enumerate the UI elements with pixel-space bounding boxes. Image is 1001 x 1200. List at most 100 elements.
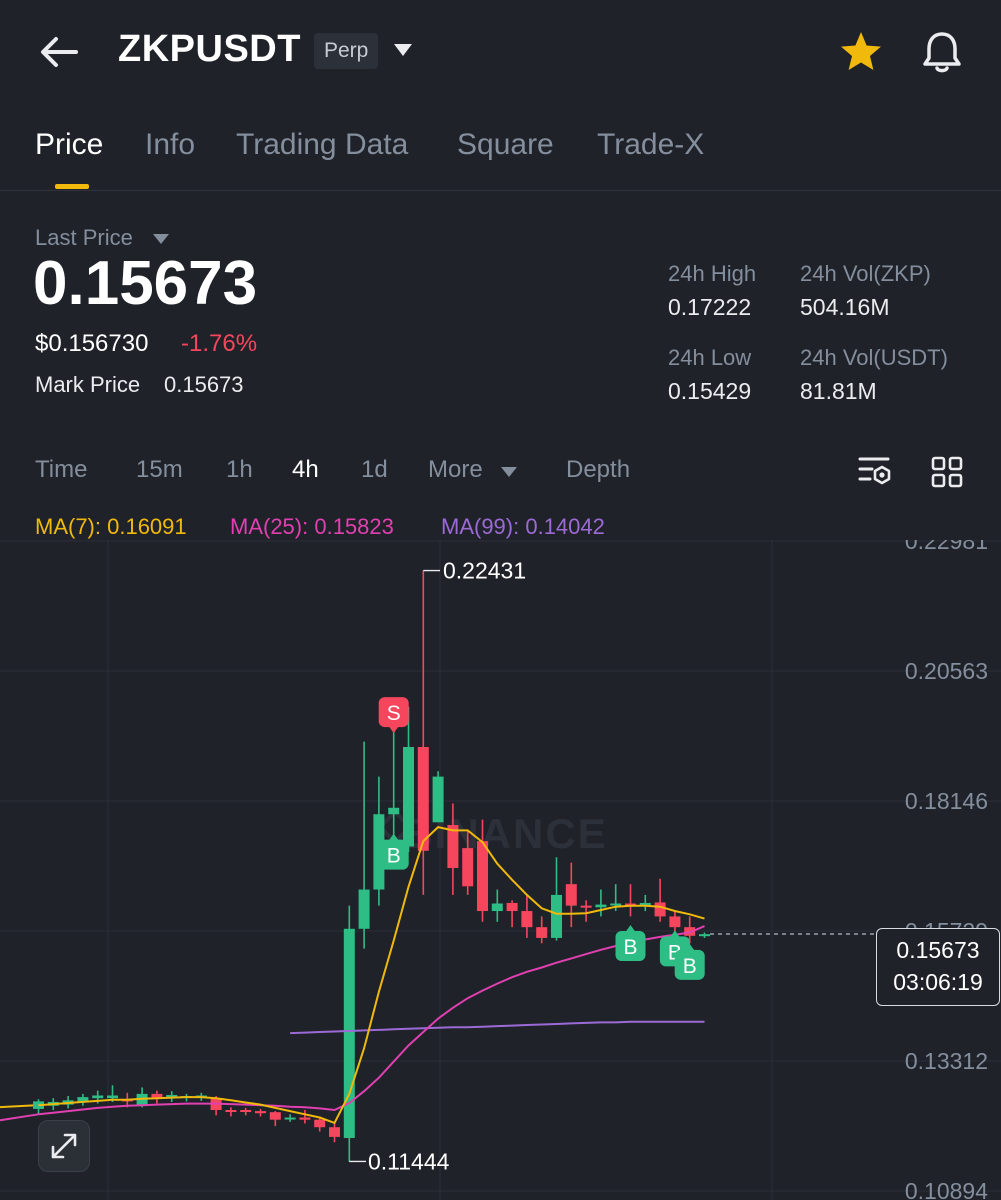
y-axis-tick-label: 0.13312: [905, 1048, 988, 1074]
sell-marker: S: [378, 697, 409, 734]
candle-body: [669, 916, 681, 928]
chevron-down-icon[interactable]: [500, 466, 518, 478]
chevron-down-icon[interactable]: [392, 42, 414, 58]
tab-price[interactable]: Price: [35, 128, 104, 161]
buy-marker: B: [674, 943, 705, 980]
tab-info[interactable]: Info: [145, 128, 196, 161]
expand-icon: [51, 1133, 77, 1159]
candle-body: [639, 902, 651, 906]
ma7-line-lead: [0, 1104, 39, 1109]
usd-price: $0.156730: [35, 330, 149, 357]
buy-marker: B: [378, 833, 409, 870]
candle-body: [299, 1117, 311, 1120]
tab-trading-data[interactable]: Trading Data: [236, 128, 409, 161]
vol-zkp-label: 24h Vol(ZKP): [800, 261, 931, 286]
symbol-title[interactable]: ZKPUSDT: [118, 28, 301, 70]
high-24h-label: 24h High: [668, 261, 757, 286]
ma99-label: MA(99): 0.14042: [441, 514, 605, 539]
high-marker-label: 0.22431: [443, 558, 526, 584]
last-price-value: 0.15673: [33, 249, 258, 318]
candle-body: [358, 889, 370, 929]
y-axis-tick-label: 0.10894: [905, 1178, 988, 1200]
candle-body: [595, 904, 607, 908]
timeframe-4h[interactable]: 4h: [292, 456, 319, 483]
high-24h-value: 0.17222: [668, 294, 752, 320]
tab-bar: Price Info Trading Data Square Trade-X: [0, 118, 1001, 191]
last-price-label[interactable]: Last Price: [35, 225, 133, 250]
low-24h-value: 0.15429: [668, 378, 752, 404]
caret-down-icon[interactable]: [152, 233, 170, 245]
contract-type-badge[interactable]: Perp: [314, 33, 379, 69]
candle-body: [343, 928, 355, 1138]
ma7-line: [38, 826, 705, 1125]
vol-usdt-value: 81.81M: [800, 378, 877, 404]
candlestick-chart[interactable]: 0.229810.205630.181460.157290.133120.108…: [0, 540, 1001, 1200]
candle-body: [491, 903, 503, 912]
header: ZKPUSDT Perp: [0, 0, 1001, 105]
depth-tab[interactable]: Depth: [566, 456, 631, 483]
candle-body: [166, 1094, 178, 1099]
grid-layout-icon[interactable]: [930, 455, 964, 489]
low-24h-label: 24h Low: [668, 345, 752, 370]
ma25-line: [38, 925, 705, 1116]
mark-price-label: Mark Price: [35, 372, 141, 397]
timeframe-15m[interactable]: 15m: [136, 456, 183, 483]
candle-body: [92, 1095, 104, 1099]
trade-marker-label: S: [387, 702, 401, 725]
y-axis-tick-label: 0.20563: [905, 658, 988, 684]
buy-marker: B: [615, 924, 646, 961]
low-marker-label: 0.11444: [368, 1148, 450, 1174]
candle-body: [521, 911, 533, 928]
ma25-label: MA(25): 0.15823: [230, 514, 394, 539]
candle-body: [699, 934, 710, 937]
candle-body: [625, 903, 636, 906]
price-change-percent: -1.76%: [181, 330, 258, 357]
trade-marker-label: B: [387, 845, 401, 868]
candle-body: [240, 1110, 252, 1113]
candle-body: [580, 905, 592, 908]
candle-body: [77, 1097, 89, 1102]
candle-body: [477, 841, 488, 912]
candle-body: [610, 903, 622, 906]
timeframe-more[interactable]: More: [428, 456, 483, 483]
trade-marker-label: B: [623, 936, 637, 959]
y-axis-tick-label: 0.22981: [905, 540, 988, 554]
candle-body: [403, 747, 414, 847]
candle-body: [107, 1095, 118, 1099]
candle-body: [417, 747, 429, 851]
indicator-settings-icon[interactable]: [858, 455, 894, 489]
expand-chart-button[interactable]: [38, 1120, 90, 1172]
candle-body: [269, 1112, 281, 1120]
candle-body: [314, 1119, 326, 1128]
timeframe-1h[interactable]: 1h: [226, 456, 253, 483]
candle-body: [255, 1111, 266, 1114]
arrow-left-icon[interactable]: [36, 32, 82, 72]
mark-price-value: 0.15673: [164, 372, 244, 397]
trade-marker-label: B: [683, 955, 697, 978]
tab-trade-x[interactable]: Trade-X: [597, 128, 705, 161]
active-tab-indicator: [55, 184, 89, 189]
timeframe-time[interactable]: Time: [35, 456, 88, 483]
y-axis-tick-label: 0.18146: [905, 788, 988, 814]
ma25-line-lead: [0, 1113, 39, 1122]
current-price-value: 0.15673: [896, 937, 980, 963]
candle-body: [151, 1093, 163, 1099]
candle-body: [536, 927, 548, 938]
current-price-tag: 0.15673 03:06:19: [876, 928, 1000, 1006]
star-icon[interactable]: [838, 30, 884, 74]
candle-body: [447, 824, 459, 869]
timeframe-1d[interactable]: 1d: [361, 456, 388, 483]
tab-square[interactable]: Square: [457, 128, 554, 161]
candle-body: [506, 902, 518, 912]
candle-body: [551, 894, 562, 938]
candle-countdown: 03:06:19: [893, 969, 983, 995]
candle-body: [432, 776, 444, 823]
vol-zkp-value: 504.16M: [800, 294, 890, 320]
ma99-line: [290, 1020, 705, 1035]
candle-body: [388, 807, 400, 815]
candle-body: [462, 848, 474, 887]
vol-usdt-label: 24h Vol(USDT): [800, 345, 948, 370]
ma7-label: MA(7): 0.16091: [35, 514, 187, 539]
candle-body: [565, 884, 577, 906]
bell-icon[interactable]: [918, 28, 966, 76]
